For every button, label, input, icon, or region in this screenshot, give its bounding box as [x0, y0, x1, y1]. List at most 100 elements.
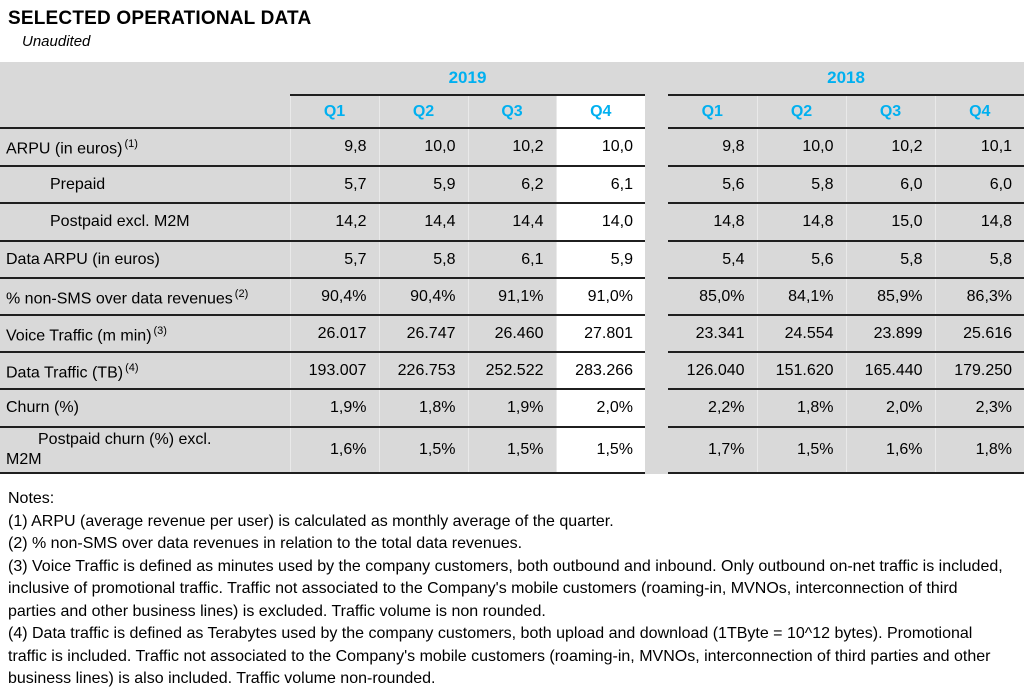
quarter-header-2019-Q3: Q3 [467, 95, 556, 129]
data-cell-2019-Q1: 5,7 [289, 241, 379, 279]
data-cell-2018-Q4: 14,8 [934, 203, 1024, 242]
table-row: ARPU (in euros) (1) 9,8 10,0 10,2 10,0 9,8 10,0… [0, 128, 1024, 167]
row-label: ARPU (in euros) (1) [0, 128, 290, 167]
data-cell-2018-Q4: 6,0 [934, 166, 1024, 204]
table-row: Q1 Q2 Q3 Q4 Q1 Q2 Q3 Q4 [0, 95, 1024, 129]
data-cell-2018-Q2: 1,8% [756, 389, 847, 428]
year-header-2018: 2018 [668, 62, 1024, 96]
data-cell-2019-Q4: 283.266 [555, 352, 646, 390]
footnote-ref: (1) [124, 138, 138, 151]
data-cell-2019-Q1: 9,8 [289, 128, 379, 167]
footnote-ref: (4) [125, 361, 139, 374]
data-cell-2018-Q4: 2,3% [934, 389, 1024, 428]
row-label-text: Data Traffic (TB) [6, 364, 124, 382]
row-label-text-line2: M2M [6, 451, 42, 468]
data-cell-2019-Q2: 90,4% [378, 278, 468, 316]
data-cell-2018-Q1: 126.040 [668, 352, 758, 390]
data-cell-2018-Q2: 5,8 [756, 166, 847, 204]
table-row: Prepaid 5,7 5,9 6,2 6,1 5,6 5,8 6,0 6,0 [0, 166, 1024, 204]
table-row: 2019 2018 [0, 62, 1024, 473]
data-cell-2018-Q1: 5,6 [668, 166, 758, 204]
data-cell-2019-Q2: 14,4 [378, 203, 468, 242]
row-label-text: Churn (%) [6, 399, 79, 416]
data-cell-2018-Q3: 6,0 [845, 166, 936, 204]
table-row: Postpaid churn (%) excl. M2M 1,6% 1,5% 1,5% 1… [0, 427, 1024, 474]
note-item: (2) % non-SMS over data revenues in rela… [8, 535, 523, 552]
data-cell-2019-Q4: 5,9 [555, 241, 646, 279]
data-cell-2019-Q3: 1,9% [467, 389, 556, 428]
row-label: Prepaid [0, 166, 290, 204]
quarter-header-2019-Q2: Q2 [378, 95, 468, 129]
data-cell-2019-Q2: 5,8 [378, 241, 468, 279]
data-cell-2019-Q1: 26.017 [289, 315, 379, 353]
quarter-header-2018-Q4: Q4 [934, 95, 1024, 129]
data-cell-2019-Q3: 10,2 [467, 128, 556, 167]
data-cell-2018-Q3: 23.899 [845, 315, 936, 353]
data-cell-2019-Q3: 91,1% [467, 278, 556, 316]
row-label: Churn (%) [0, 389, 290, 428]
data-cell-2018-Q3: 2,0% [845, 389, 936, 428]
data-cell-2019-Q3: 6,1 [467, 241, 556, 279]
row-label-text: Prepaid [50, 175, 106, 193]
data-cell-2019-Q1: 1,6% [289, 427, 379, 474]
data-cell-2019-Q2: 5,9 [378, 166, 468, 204]
data-cell-2019-Q2: 10,0 [378, 128, 468, 167]
data-cell-2019-Q3: 14,4 [467, 203, 556, 242]
data-cell-2018-Q3: 10,2 [845, 128, 936, 167]
data-cell-2019-Q3: 6,2 [467, 166, 556, 204]
data-cell-2018-Q1: 5,4 [668, 241, 758, 279]
row-label: Data ARPU (in euros) [0, 241, 290, 279]
data-cell-2018-Q4: 179.250 [934, 352, 1024, 390]
row-label-text: Voice Traffic (m min) [6, 327, 152, 345]
data-cell-2018-Q3: 15,0 [845, 203, 936, 242]
data-cell-2019-Q4: 10,0 [555, 128, 646, 167]
data-cell-2019-Q4: 2,0% [555, 389, 646, 428]
data-cell-2018-Q3: 5,8 [845, 241, 936, 279]
data-cell-2019-Q2: 1,5% [378, 427, 468, 474]
data-cell-2018-Q2: 5,6 [756, 241, 847, 279]
quarter-header-2018-Q1: Q1 [668, 95, 758, 129]
data-cell-2018-Q1: 9,8 [668, 128, 758, 167]
table-row: Churn (%) 1,9% 1,8% 1,9% 2,0% 2,2% 1,8% 2,0% 2,3… [0, 389, 1024, 428]
data-cell-2018-Q4: 1,8% [934, 427, 1024, 474]
data-cell-2018-Q4: 86,3% [934, 278, 1024, 316]
notes-section: Notes: (1) ARPU (average revenue per use… [0, 474, 1016, 689]
row-label-text: Postpaid churn (%) excl. [38, 431, 212, 448]
data-cell-2019-Q1: 193.007 [289, 352, 379, 390]
page-subtitle: Unaudited [22, 33, 91, 50]
data-cell-2018-Q1: 2,2% [668, 389, 758, 428]
data-cell-2019-Q1: 1,9% [289, 389, 379, 428]
row-label: Voice Traffic (m min) (3) [0, 315, 290, 353]
data-cell-2018-Q1: 1,7% [668, 427, 758, 474]
year-header-2019: 2019 [290, 62, 646, 96]
column-gap [645, 62, 669, 473]
data-cell-2018-Q1: 14,8 [668, 203, 758, 242]
data-cell-2018-Q2: 14,8 [756, 203, 847, 242]
data-cell-2018-Q4: 25.616 [934, 315, 1024, 353]
row-label-text: Postpaid excl. M2M [50, 213, 190, 230]
data-cell-2018-Q1: 23.341 [668, 315, 758, 353]
data-cell-2019-Q3: 1,5% [467, 427, 556, 474]
data-cell-2018-Q3: 85,9% [845, 278, 936, 316]
row-label: Postpaid excl. M2M [0, 203, 290, 242]
operational-table-body: 2019 2018 Q1 Q2 Q3 Q4 Q1 Q2 Q3 Q4 ARPU (in euros)(… [0, 62, 1024, 474]
data-cell-2018-Q3: 1,6% [845, 427, 936, 474]
data-cell-2019-Q2: 26.747 [378, 315, 468, 353]
data-cell-2019-Q1: 14,2 [289, 203, 379, 242]
row-label: Data Traffic (TB) (4) [0, 352, 290, 390]
row-label-text: ARPU (in euros) [6, 140, 123, 158]
quarter-header-2018-Q3: Q3 [845, 95, 936, 129]
note-item: (4) Data traffic is defined as Terabytes… [8, 625, 991, 687]
data-cell-2018-Q4: 5,8 [934, 241, 1024, 279]
row-label-text: % non-SMS over data revenues [6, 290, 233, 308]
note-item: (3) Voice Traffic is defined as minutes … [8, 557, 1003, 620]
data-cell-2019-Q3: 252.522 [467, 352, 556, 390]
data-cell-2019-Q4: 6,1 [555, 166, 646, 204]
data-cell-2018-Q2: 151.620 [756, 352, 847, 390]
data-cell-2019-Q2: 1,8% [378, 389, 468, 428]
table-row: Data ARPU (in euros) 5,7 5,8 6,1 5,9 5,4 5,6 5,… [0, 241, 1024, 279]
quarter-header-2019-Q1: Q1 [289, 95, 379, 129]
table-row: % non-SMS over data revenues (2) 90,4% 90,4… [0, 278, 1024, 316]
table-row: Postpaid excl. M2M 14,2 14,4 14,4 14,0 14,8 14… [0, 203, 1024, 242]
data-cell-2019-Q1: 5,7 [289, 166, 379, 204]
